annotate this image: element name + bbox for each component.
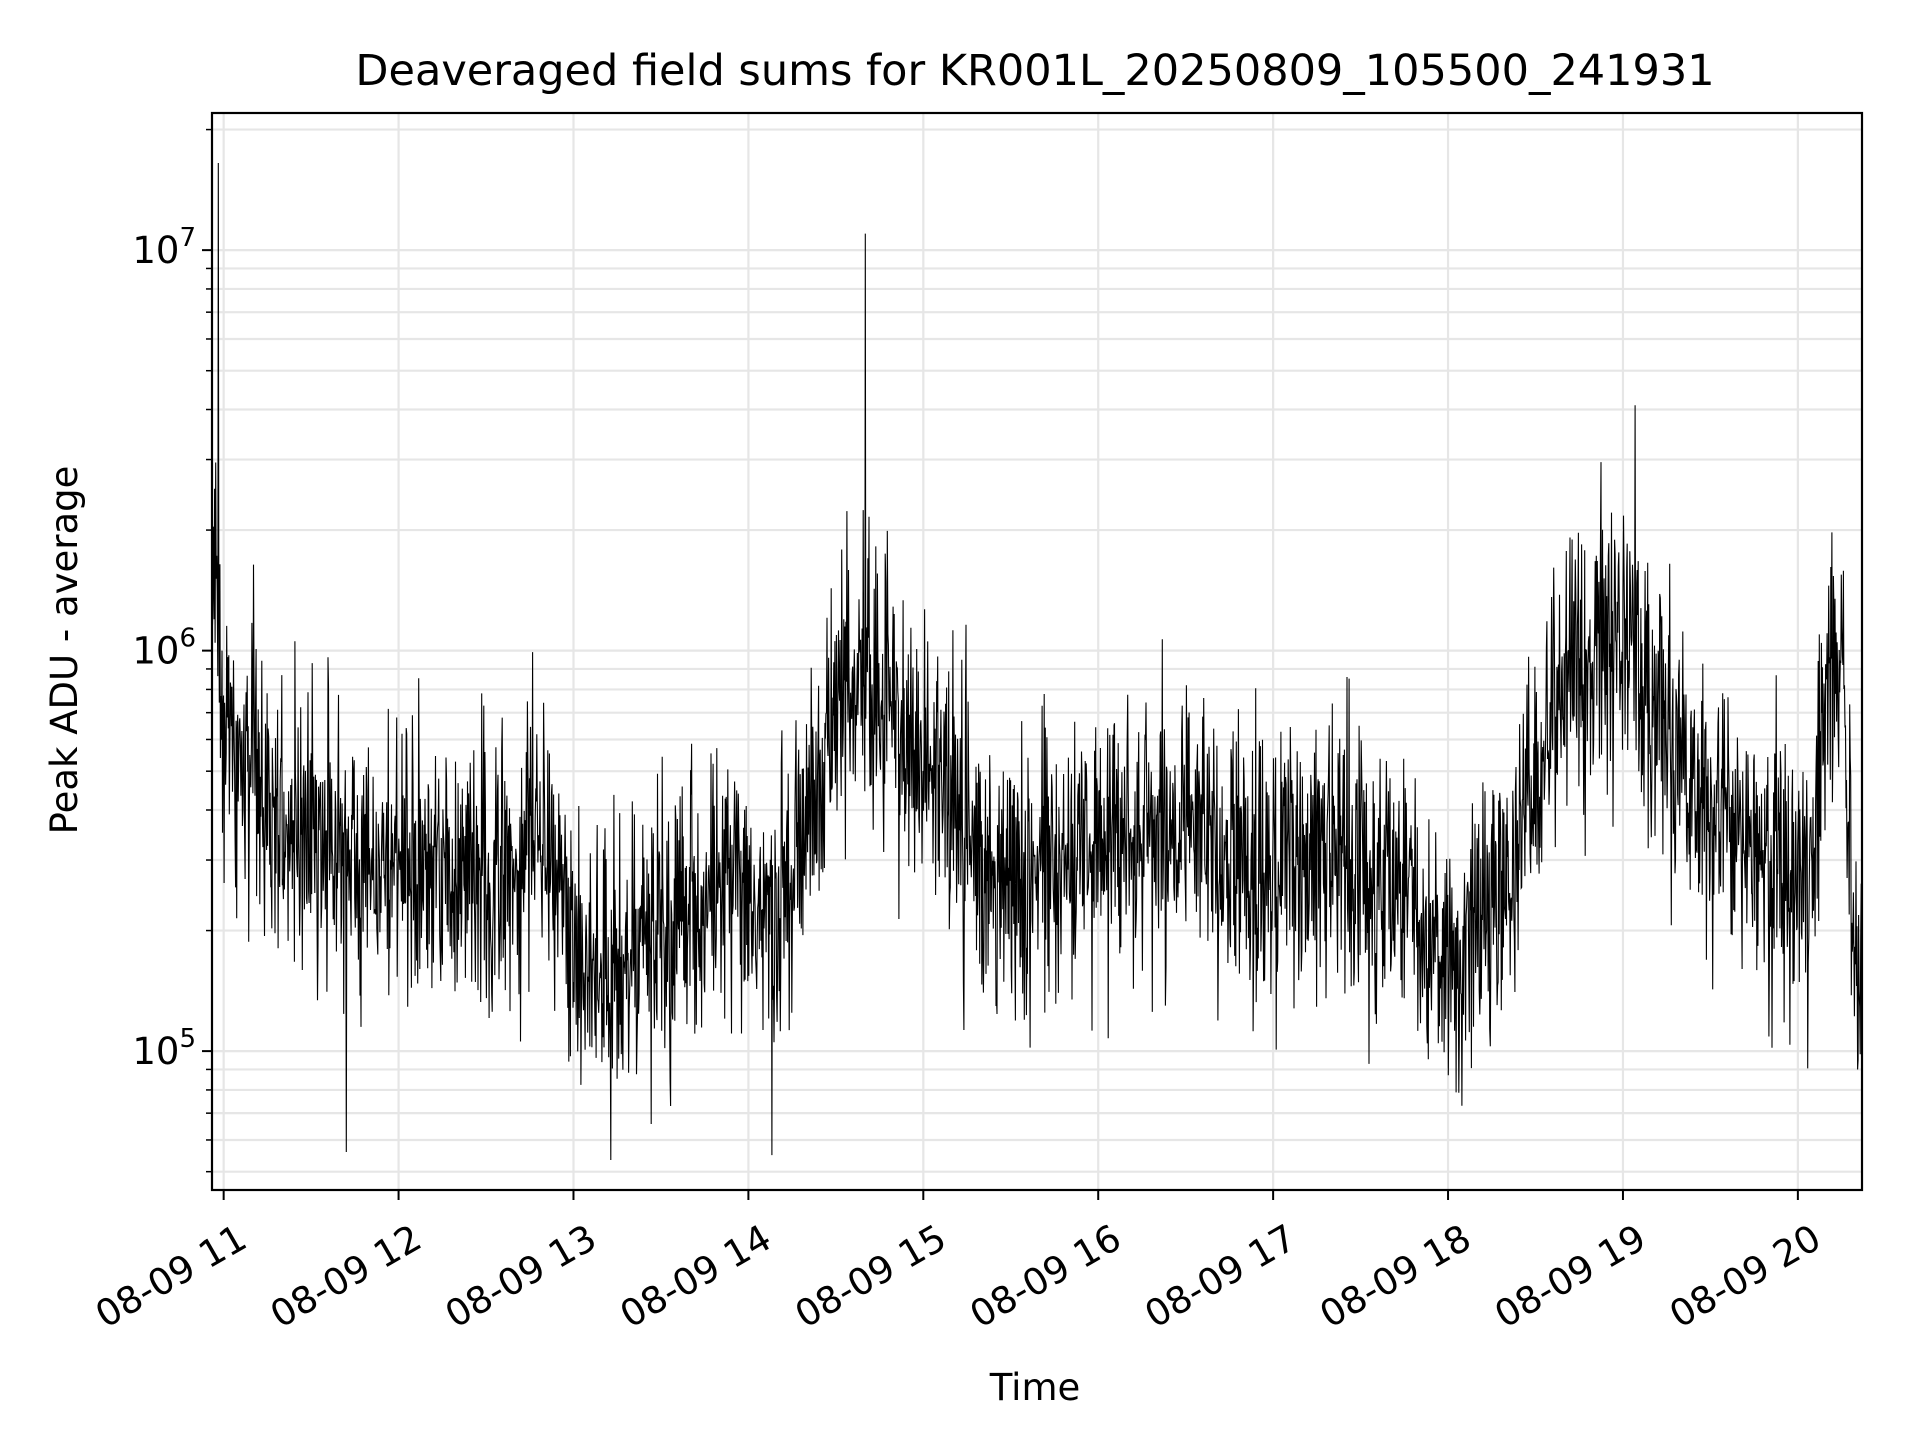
x-tick-label: 08-09 17 [1138,1216,1304,1336]
y-tick-label: 106 [132,624,196,673]
x-tick-label: 08-09 16 [963,1216,1129,1336]
x-tick-label: 08-09 12 [263,1216,429,1336]
x-tick-label: 08-09 11 [88,1216,254,1336]
series-line [211,162,1863,1161]
x-tick-label: 08-09 14 [613,1216,779,1336]
x-axis: 08-09 11 08-09 12 08-09 13 08-09 14 08-09 15… [88,1190,1828,1337]
y-tick-label: 105 [132,1024,196,1073]
y-tick-label: 107 [132,223,196,272]
x-tick-label: 08-09 19 [1487,1216,1653,1336]
grid [212,113,1862,1190]
x-tick-label: 08-09 15 [788,1216,954,1336]
x-axis-label: Time [989,1366,1081,1409]
y-axis: 105 106 107 [132,128,212,1173]
x-tick-label: 08-09 13 [438,1216,604,1336]
chart-title: Deaveraged field sums for KR001L_2025080… [355,46,1714,96]
x-tick-label: 08-09 18 [1313,1216,1479,1336]
y-axis-label: Peak ADU - average [43,466,86,835]
series-line-path [211,162,1863,1161]
x-tick-label: 08-09 20 [1662,1216,1828,1336]
